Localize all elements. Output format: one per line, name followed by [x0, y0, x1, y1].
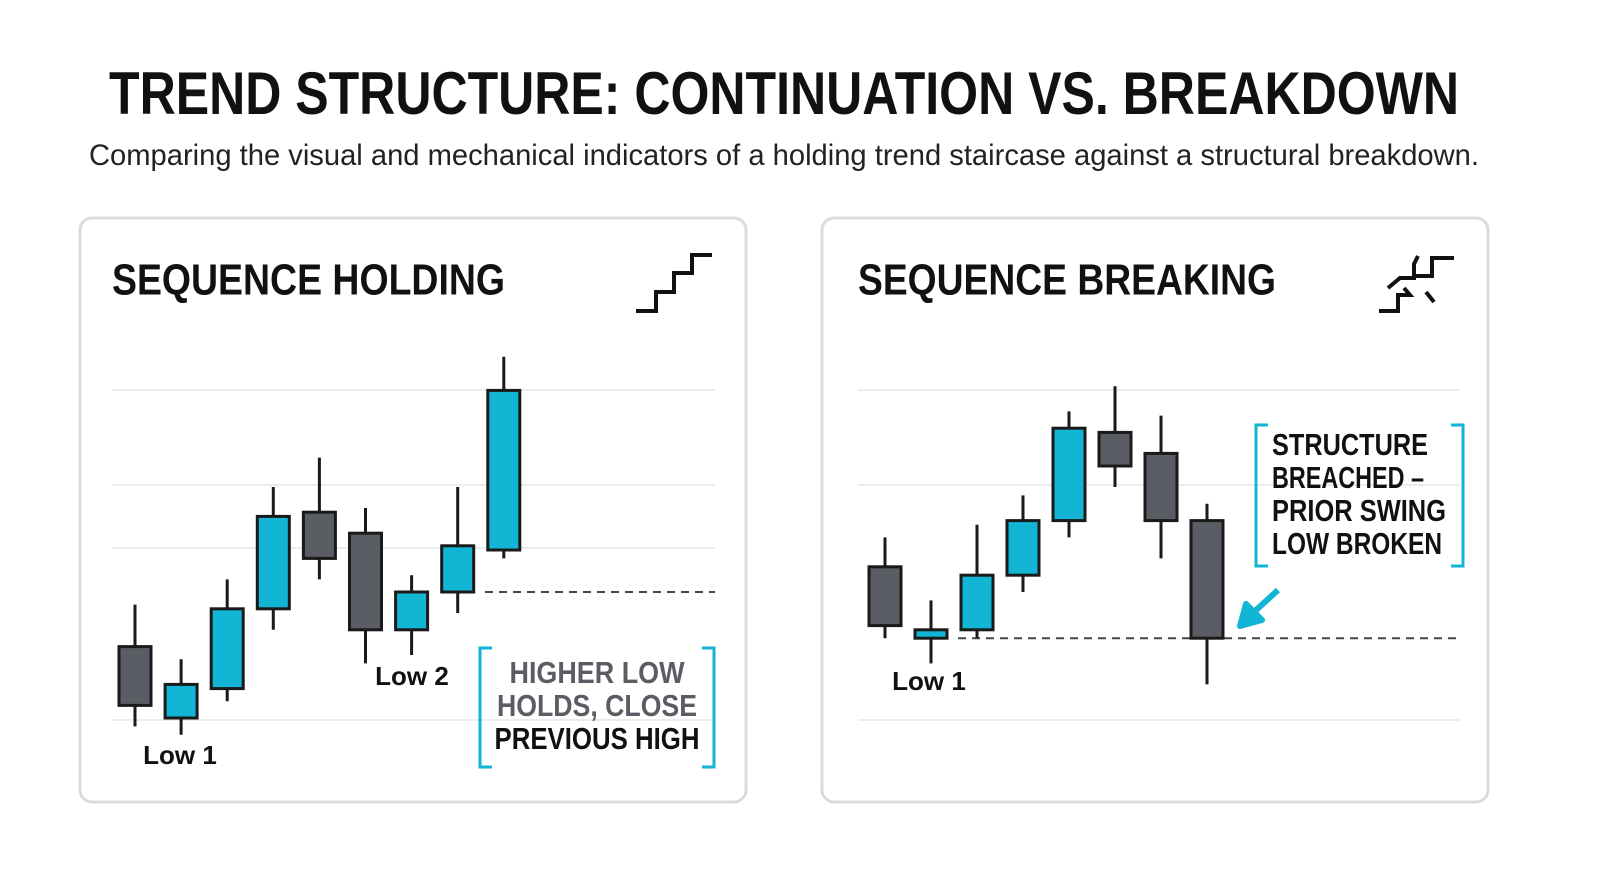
candle-body: [301, 510, 337, 560]
candle-body: [959, 573, 995, 632]
panel: [78, 216, 748, 804]
page-title: TREND STRUCTURE: CONTINUATION VS. BREAKD…: [109, 60, 1459, 127]
candle-body: [1005, 519, 1041, 577]
annotation: BREACHED –: [1272, 460, 1424, 495]
candle-body: [394, 590, 430, 632]
candle-body: [440, 544, 476, 594]
annotation: PRIOR SWING: [1272, 493, 1446, 528]
annotation: HIGHER LOW: [510, 655, 686, 690]
candle-body: [486, 388, 522, 552]
arrow: [1237, 587, 1281, 629]
candle-body: [1189, 519, 1225, 640]
annotation: PREVIOUS HIGH: [495, 721, 700, 756]
candle-body: [913, 628, 949, 640]
candle-body: [348, 531, 383, 632]
panel-title: SEQUENCE BREAKING: [858, 256, 1276, 305]
point-label: Low 1: [143, 740, 217, 770]
candle-body: [209, 607, 245, 691]
candle-body: [1143, 451, 1179, 523]
candle-body: [255, 514, 291, 611]
candle-body: [1051, 426, 1087, 523]
annotation-bracket: [478, 423, 1465, 769]
panel-title: SEQUENCE HOLDING: [112, 256, 505, 305]
annotation: STRUCTURE: [1272, 427, 1428, 462]
candle-body: [117, 645, 153, 707]
annotation: LOW BROKEN: [1272, 526, 1442, 561]
candle-body: [163, 682, 199, 720]
point-label: Low 2: [375, 661, 449, 691]
broken-stairs-icon: [1379, 255, 1454, 313]
annotation: HOLDS, CLOSE: [497, 688, 697, 723]
page-subtitle: Comparing the visual and mechanical indi…: [89, 139, 1479, 172]
point-label: Low 1: [892, 666, 966, 696]
candle-body: [1097, 430, 1133, 468]
candle-body: [867, 565, 903, 628]
stairs-icon: [636, 253, 712, 313]
